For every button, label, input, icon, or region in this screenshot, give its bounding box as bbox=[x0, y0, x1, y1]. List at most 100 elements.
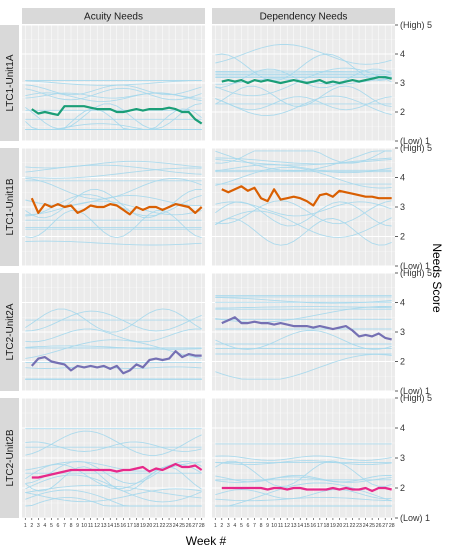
x-tick-label: 18 bbox=[323, 523, 329, 529]
individual-trajectory bbox=[25, 345, 202, 350]
facet-strip-dependency bbox=[212, 8, 395, 24]
facet-row-strip bbox=[0, 148, 19, 266]
facet-strip-label: Dependency Needs bbox=[260, 12, 348, 23]
individual-trajectory bbox=[215, 44, 392, 65]
x-tick-label: 12 bbox=[94, 523, 100, 529]
panel-3-1 bbox=[212, 397, 395, 519]
y-tick-label: (Low) 1 bbox=[400, 136, 430, 146]
individual-trajectory bbox=[215, 157, 392, 166]
x-tick-label: 13 bbox=[291, 523, 297, 529]
y-tick-label: (High) 5 bbox=[400, 268, 432, 278]
x-tick-label: 16 bbox=[310, 523, 316, 529]
facet-strip-acuity bbox=[22, 8, 205, 24]
y-tick-label: 4 bbox=[400, 298, 405, 308]
panels: Acuity Needs Dependency Needs LTC1-Unit1A L… bbox=[0, 8, 395, 519]
x-tick-label: 28 bbox=[389, 523, 395, 529]
x-tick-label: 12 bbox=[284, 523, 290, 529]
panel-2-1 bbox=[212, 272, 395, 392]
x-tick-label: 2 bbox=[30, 523, 33, 529]
x-tick-label: 10 bbox=[271, 523, 277, 529]
individual-trajectory bbox=[25, 167, 202, 179]
x-tick-label: 9 bbox=[76, 523, 79, 529]
x-tick-label: 20 bbox=[337, 523, 343, 529]
y-tick-label: (Low) 1 bbox=[400, 386, 430, 396]
individual-trajectory bbox=[25, 240, 202, 246]
panel-1-1 bbox=[212, 147, 395, 267]
individual-trajectory bbox=[215, 53, 392, 82]
x-tick-label: 23 bbox=[166, 523, 172, 529]
individual-trajectory bbox=[215, 460, 392, 466]
individual-trajectory bbox=[25, 123, 202, 130]
x-tick-label: 9 bbox=[266, 523, 269, 529]
y-tick-label: 3 bbox=[400, 78, 405, 88]
x-tick-label: 26 bbox=[376, 523, 382, 529]
x-tick-label: 10 bbox=[81, 523, 87, 529]
x-tick-label: 8 bbox=[260, 523, 263, 529]
individual-trajectory bbox=[215, 85, 392, 108]
individual-trajectory bbox=[215, 218, 392, 246]
individual-trajectory bbox=[25, 430, 202, 456]
x-tick-label: 19 bbox=[140, 523, 146, 529]
facet-row-label: LTC1-Unit1A bbox=[5, 54, 16, 111]
individual-trajectory bbox=[25, 87, 202, 101]
x-tick-label: 20 bbox=[147, 523, 153, 529]
y-tick-label: 3 bbox=[400, 327, 405, 337]
y-tick-label: 4 bbox=[400, 173, 405, 183]
individual-trajectory bbox=[215, 489, 392, 500]
x-tick-label: 26 bbox=[186, 523, 192, 529]
mean-series-line bbox=[31, 462, 203, 479]
y-tick-label: 4 bbox=[400, 423, 405, 433]
individual-trajectory bbox=[215, 166, 392, 189]
individual-trajectory bbox=[215, 96, 392, 111]
individual-trajectory bbox=[25, 484, 202, 499]
x-tick-label: 7 bbox=[253, 523, 256, 529]
facet-row-strip bbox=[0, 398, 19, 518]
x-tick-label: 4 bbox=[43, 523, 46, 529]
individual-trajectory bbox=[25, 328, 202, 343]
individual-trajectory bbox=[215, 476, 392, 483]
x-tick-label: 24 bbox=[173, 523, 179, 529]
x-tick-label: 14 bbox=[297, 523, 303, 529]
mean-series-line bbox=[30, 350, 202, 375]
x-tick-label: 15 bbox=[114, 523, 120, 529]
x-tick-label: 6 bbox=[247, 523, 250, 529]
facet-row-strip bbox=[0, 273, 19, 391]
individual-trajectory bbox=[25, 308, 202, 333]
facet-row-label: LTC2-Unit2B bbox=[5, 429, 16, 486]
x-tick-label: 11 bbox=[88, 523, 93, 529]
x-tick-label: 24 bbox=[363, 523, 369, 529]
individual-trajectory bbox=[215, 157, 392, 165]
individual-trajectory bbox=[215, 460, 392, 488]
panel-0-0 bbox=[22, 24, 205, 142]
y-tick-label: 2 bbox=[400, 483, 405, 493]
y-tick-label: 3 bbox=[400, 453, 405, 463]
x-tick-label: 17 bbox=[127, 523, 133, 529]
x-tick-label: 14 bbox=[107, 523, 113, 529]
x-tick-label: 5 bbox=[240, 523, 243, 529]
x-tick-label: 28 bbox=[199, 523, 205, 529]
x-tick-label: 22 bbox=[350, 523, 356, 529]
x-tick-label: 18 bbox=[133, 523, 139, 529]
x-tick-label: 4 bbox=[233, 523, 236, 529]
y-tick-label: 2 bbox=[400, 107, 405, 117]
x-tick-label: 17 bbox=[317, 523, 323, 529]
y-tick-label: (High) 5 bbox=[400, 393, 432, 403]
individual-trajectory bbox=[215, 306, 392, 323]
x-tick-label: 21 bbox=[343, 523, 349, 529]
x-tick-label: 1 bbox=[24, 523, 27, 529]
individual-trajectory bbox=[215, 150, 392, 164]
individual-trajectory bbox=[215, 210, 392, 238]
individual-trajectory bbox=[215, 67, 392, 97]
individual-trajectory bbox=[25, 79, 202, 86]
facet-row-strip bbox=[0, 25, 19, 141]
individual-trajectory bbox=[215, 455, 392, 461]
facet-strip-label: Acuity Needs bbox=[84, 12, 143, 23]
individual-trajectory bbox=[25, 209, 202, 239]
mean-series-line bbox=[221, 185, 392, 207]
individual-trajectory bbox=[25, 200, 202, 216]
y-tick-label: 4 bbox=[400, 49, 405, 59]
x-tick-label: 27 bbox=[382, 523, 388, 529]
mean-series-line bbox=[221, 316, 392, 341]
